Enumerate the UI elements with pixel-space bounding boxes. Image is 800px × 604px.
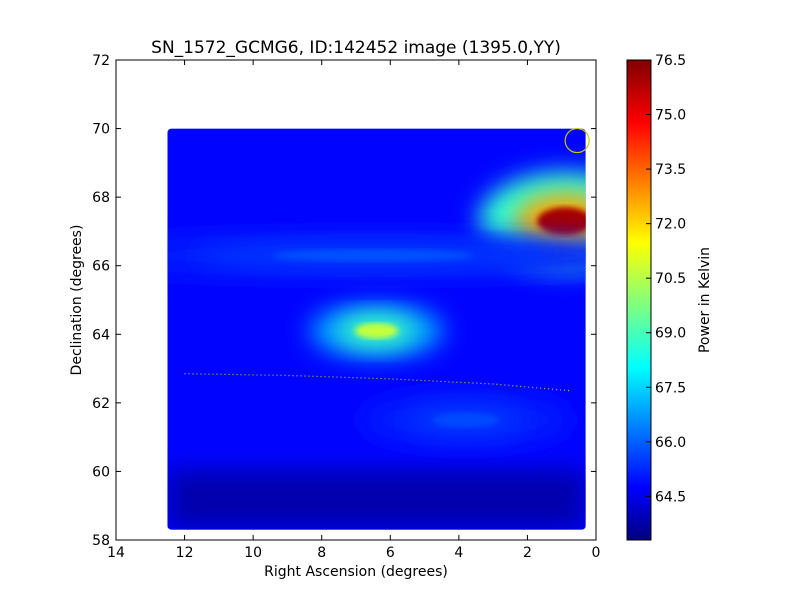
colorbar-tick-label: 69.0: [655, 326, 686, 342]
chart-title: SN_1572_GCMG6, ID:142452 image (1395.0,Y…: [151, 38, 561, 58]
heatmap-low-region: [167, 469, 586, 530]
heatmap-area: [167, 127, 590, 530]
faint-band-66: [272, 249, 474, 262]
colorbar-tick-label: 64.5: [655, 489, 686, 505]
y-tick-label: 62: [92, 396, 110, 412]
track-line: [184, 373, 573, 392]
x-axis-label: Right Ascension (degrees): [264, 564, 448, 580]
x-tick-label: 6: [386, 545, 395, 561]
colorbar-label: Power in Kelvin: [697, 247, 713, 353]
marker-circle: [564, 127, 590, 154]
y-tick-label: 68: [92, 190, 110, 206]
y-tick-label: 64: [92, 327, 110, 343]
colorbar: [626, 59, 652, 541]
colorbar-tick-label: 66.0: [655, 435, 686, 451]
heatmap-data: [167, 128, 586, 530]
x-tick-label: 14: [107, 545, 125, 561]
colorbar-tick-label: 75.0: [655, 108, 686, 124]
x-tick-label: 0: [592, 545, 601, 561]
hot-spot: [537, 207, 586, 236]
y-axis-label: Declination (degrees): [69, 225, 85, 376]
x-tick-label: 12: [176, 545, 194, 561]
y-axis: 58 60 62 64 66 68 70 72: [92, 53, 596, 549]
x-tick-label: 4: [454, 545, 463, 561]
y-tick-label: 58: [92, 533, 110, 549]
faint-spot-61: [431, 412, 500, 428]
colorbar-tick-label: 76.5: [655, 53, 686, 69]
colorbar-ticks: 64.5 66.0 67.5 69.0 70.5 72.0 73.5 75.0 76.5: [646, 53, 686, 505]
x-tick-label: 10: [244, 545, 262, 561]
x-axis: 14 12 10 8 6 4 2 0: [107, 60, 600, 561]
x-tick-label: 2: [523, 545, 532, 561]
colorbar-tick-label: 67.5: [655, 380, 686, 396]
colorbar-tick-label: 70.5: [655, 271, 686, 287]
y-tick-label: 66: [92, 259, 110, 275]
y-tick-label: 72: [92, 53, 110, 69]
plot-frame: [115, 59, 597, 541]
warm-spot: [354, 323, 399, 339]
y-tick-label: 60: [92, 464, 110, 480]
colorbar-tick-label: 72.0: [655, 217, 686, 233]
x-tick-label: 8: [317, 545, 326, 561]
colorbar-tick-label: 73.5: [655, 162, 686, 178]
y-tick-label: 70: [92, 122, 110, 138]
